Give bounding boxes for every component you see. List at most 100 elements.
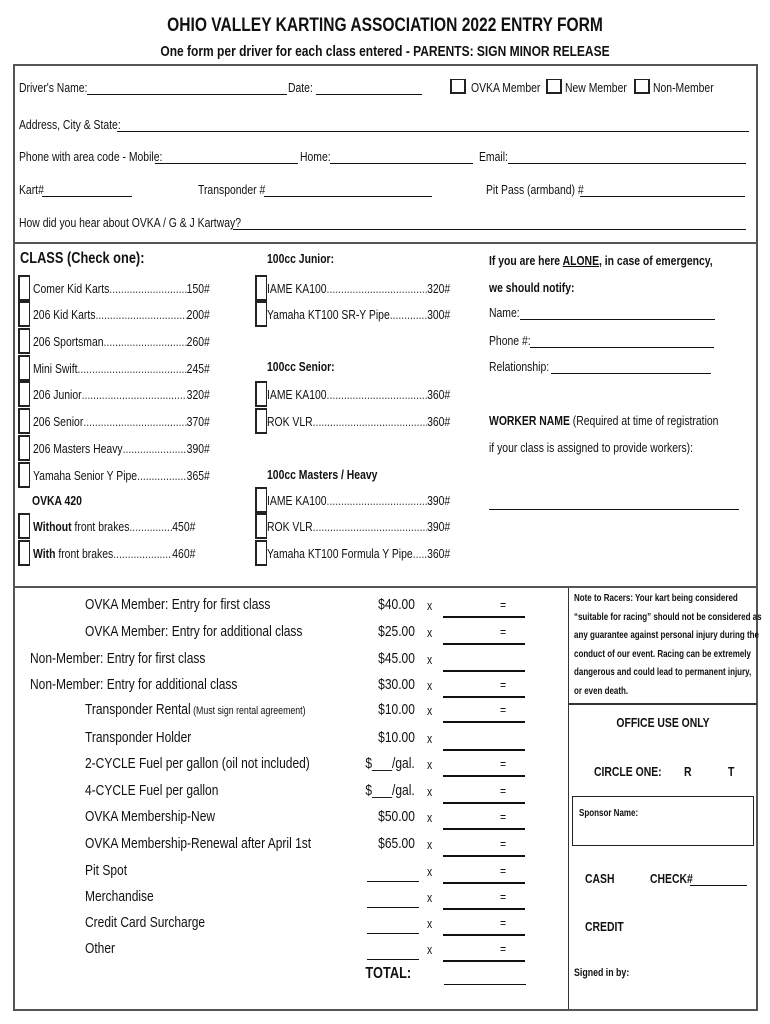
fee-row-label: Credit Card Surcharge xyxy=(85,914,205,931)
non-member-checkbox[interactable] xyxy=(634,79,650,94)
fee-price-field[interactable] xyxy=(367,881,419,882)
mobile-label: Phone with area code - Mobile: xyxy=(19,149,163,164)
address-field[interactable] xyxy=(117,131,749,132)
ovka-member-checkbox[interactable] xyxy=(450,79,466,94)
fee-price: $10.00 xyxy=(378,701,415,718)
emergency-name-field[interactable] xyxy=(520,319,715,320)
hear-about-field[interactable] xyxy=(233,229,746,230)
emergency-name-label: Name: xyxy=(489,305,520,320)
fee-amount-field[interactable] xyxy=(443,908,525,910)
total-field[interactable] xyxy=(444,984,526,985)
fee-label: Transponder Holder xyxy=(85,729,192,746)
times-sign: x xyxy=(427,703,433,718)
credit-option[interactable]: CREDIT xyxy=(585,919,624,934)
fee-price: $65.00 xyxy=(378,835,415,852)
fee-label: OVKA Membership-Renewal after April 1st xyxy=(85,835,312,852)
class-name: Without front brakes xyxy=(33,519,129,534)
transponder-label: Transponder # xyxy=(198,182,266,197)
pit-pass-field[interactable] xyxy=(580,196,745,197)
class-checkbox[interactable] xyxy=(18,462,30,488)
fee-price: $25.00 xyxy=(378,623,415,640)
fee-row-label: OVKA Membership-New xyxy=(85,808,215,825)
fee-amount-field[interactable] xyxy=(443,882,525,884)
fee-price: $___/gal. xyxy=(365,755,415,772)
racer-note-line: Note to Racers: Your kart being consider… xyxy=(574,592,738,604)
hear-about-label: How did you hear about OVKA / G & J Kart… xyxy=(19,215,241,230)
class-checkbox[interactable] xyxy=(18,301,30,327)
relationship-label: Relationship: xyxy=(489,359,550,374)
class-row: Yamaha KT100 Formula Y Pipe.............… xyxy=(267,546,450,561)
fee-amount-field[interactable] xyxy=(443,670,525,672)
relationship-field[interactable] xyxy=(551,373,711,374)
equals-sign: = xyxy=(500,836,507,851)
new-member-checkbox[interactable] xyxy=(546,79,562,94)
class-checkbox[interactable] xyxy=(18,328,30,354)
transponder-field[interactable] xyxy=(264,196,432,197)
class-row: Comer Kid Karts.........................… xyxy=(33,281,210,296)
class-name: Yamaha KT100 Formula Y Pipe xyxy=(267,546,413,561)
fee-price-field[interactable] xyxy=(367,907,419,908)
kart-number-field[interactable] xyxy=(42,196,132,197)
signed-in-by-label: Signed in by: xyxy=(574,967,630,979)
class-checkbox[interactable] xyxy=(255,487,267,513)
drivers-name-field[interactable] xyxy=(87,94,287,95)
fee-amount-field[interactable] xyxy=(443,749,525,751)
class-checkbox[interactable] xyxy=(255,540,267,566)
class-checkbox[interactable] xyxy=(18,408,30,434)
circle-option-r[interactable]: R xyxy=(684,764,692,779)
class-checkbox[interactable] xyxy=(18,540,30,566)
fee-amount-field[interactable] xyxy=(443,855,525,857)
times-sign: x xyxy=(427,864,433,879)
worker-name-field[interactable] xyxy=(489,509,739,510)
class-group-header: 100cc Junior: xyxy=(267,251,335,266)
fee-price: $___/gal. xyxy=(365,782,415,799)
fee-amount-field[interactable] xyxy=(443,934,525,936)
class-checkbox[interactable] xyxy=(18,435,30,461)
fee-amount-field[interactable] xyxy=(443,643,525,645)
fee-row-label: Transponder Holder xyxy=(85,729,191,746)
mobile-field[interactable] xyxy=(155,163,298,164)
class-checkbox[interactable] xyxy=(255,513,267,539)
alone-text: ALONE xyxy=(562,253,599,268)
class-checkbox[interactable] xyxy=(18,355,30,381)
fee-price: $45.00 xyxy=(378,650,415,667)
class-weight: 150# xyxy=(186,281,210,296)
sponsor-name-box[interactable] xyxy=(572,796,754,846)
racer-note-line: dangerous and could lead to permanent in… xyxy=(574,666,752,678)
fee-amount-field[interactable] xyxy=(443,696,525,698)
leader-dots: ........................................… xyxy=(326,493,428,508)
class-checkbox[interactable] xyxy=(255,408,267,434)
equals-sign: = xyxy=(500,597,507,612)
fee-amount-field[interactable] xyxy=(443,775,525,777)
class-checkbox[interactable] xyxy=(255,381,267,407)
fee-row-label: Merchandise xyxy=(85,888,154,905)
fee-price-field[interactable] xyxy=(367,933,419,934)
leader-dots: ........................................… xyxy=(129,519,173,534)
class-checkbox[interactable] xyxy=(18,513,30,539)
check-number-field[interactable] xyxy=(690,885,747,886)
emergency-phone-field[interactable] xyxy=(530,347,714,348)
class-checkbox[interactable] xyxy=(18,381,30,407)
fee-price: $10.00 xyxy=(378,729,415,746)
fee-amount-field[interactable] xyxy=(443,616,525,618)
fee-amount-field[interactable] xyxy=(443,828,525,830)
emergency-phone-label: Phone #: xyxy=(489,333,531,348)
emergency-text: If you are here xyxy=(489,253,563,268)
fee-amount-field[interactable] xyxy=(443,721,525,723)
cash-option[interactable]: CASH xyxy=(585,871,615,886)
fee-price-field[interactable] xyxy=(367,959,419,960)
home-field[interactable] xyxy=(330,163,473,164)
class-checkbox[interactable] xyxy=(255,301,267,327)
circle-option-t[interactable]: T xyxy=(728,764,735,779)
class-checkbox[interactable] xyxy=(18,275,30,301)
class-group-header: 100cc Masters / Heavy xyxy=(267,467,378,482)
class-row: ROK VLR.................................… xyxy=(267,519,450,534)
fee-amount-field[interactable] xyxy=(443,802,525,804)
fee-amount-field[interactable] xyxy=(443,960,525,962)
date-field[interactable] xyxy=(316,94,422,95)
equals-sign: = xyxy=(500,915,507,930)
email-field[interactable] xyxy=(508,163,746,164)
class-checkbox[interactable] xyxy=(255,275,267,301)
fee-note: (Must sign rental agreement) xyxy=(190,705,306,717)
fees-section xyxy=(13,586,758,1011)
